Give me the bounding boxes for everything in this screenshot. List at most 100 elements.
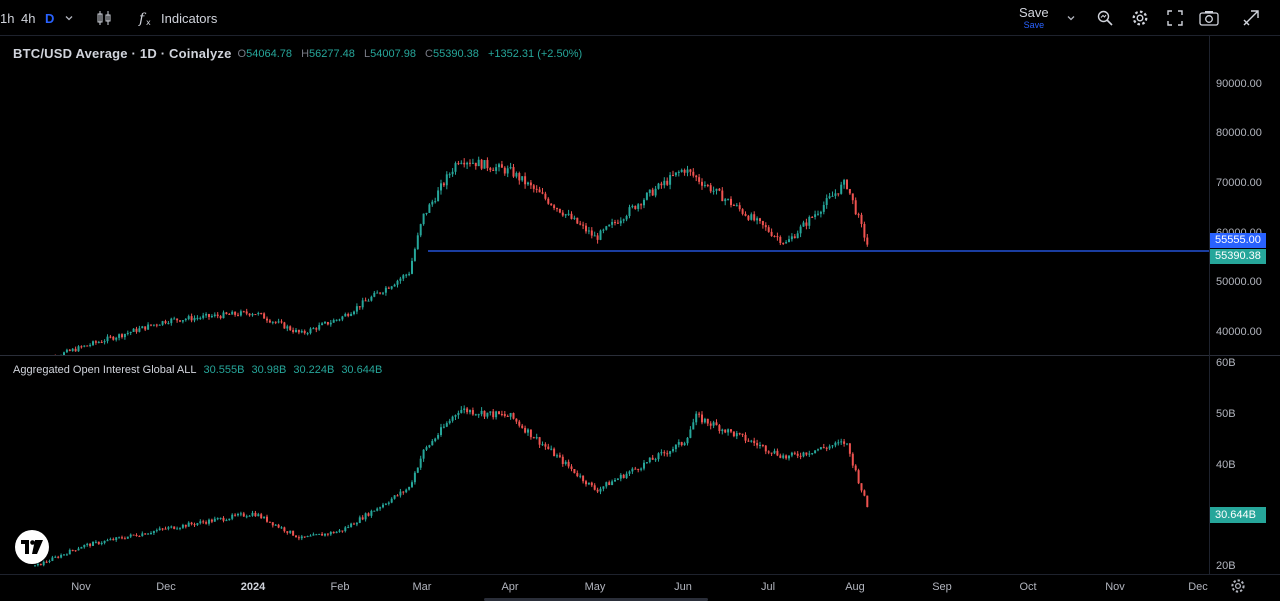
open-interest-candle (97, 541, 100, 544)
open-interest-candle (466, 408, 469, 413)
open-interest-candle (558, 455, 561, 457)
open-interest-candle (335, 531, 338, 534)
interval-dropdown-button[interactable] (63, 0, 75, 36)
open-interest-candle (866, 495, 869, 508)
save-button[interactable]: Save Save (1019, 0, 1049, 36)
open-interest-candle (190, 522, 193, 525)
time-axis-label: Nov (71, 581, 91, 593)
open-interest-candle (608, 482, 611, 486)
time-axis-label: Jun (674, 581, 692, 593)
price-candle (190, 316, 193, 321)
price-candle (292, 330, 295, 333)
publish-button[interactable] (1242, 0, 1260, 36)
price-chart[interactable] (0, 36, 1209, 355)
open-interest-candle (390, 498, 393, 503)
open-interest-candle (776, 450, 779, 456)
open-interest-candle (350, 523, 353, 527)
price-candle (266, 318, 268, 321)
open-interest-candle (260, 514, 263, 519)
open-interest-candle (515, 418, 518, 422)
price-candle (672, 175, 674, 177)
open-interest-candle (672, 449, 674, 452)
time-axis-label: Aug (845, 581, 865, 593)
oi-axis-label: 50B (1216, 408, 1236, 420)
interval-1h-button[interactable]: 1h (0, 10, 15, 26)
price-candle (851, 193, 854, 201)
oi-legend: Aggregated Open Interest Global ALL 30.5… (13, 364, 382, 376)
price-candle (173, 318, 176, 320)
open-interest-candle (840, 441, 843, 443)
open-interest-candle (445, 423, 448, 427)
time-axis[interactable]: Nov Dec 2024 Feb Mar Apr May Jun Jul Aug… (0, 574, 1280, 601)
open-interest-candle (628, 471, 631, 474)
price-candle (738, 205, 741, 210)
oi-title[interactable]: Aggregated Open Interest Global ALL (13, 364, 197, 376)
price-candle (141, 326, 144, 329)
price-candle (422, 213, 425, 225)
price-candle (660, 183, 663, 186)
hline-price-tag: 55555.00 (1210, 233, 1266, 248)
open-interest-candle (640, 468, 643, 470)
price-candle (863, 223, 866, 238)
chart-settings-button[interactable] (1230, 578, 1246, 599)
open-interest-candle (225, 520, 228, 522)
open-interest-candle (121, 537, 123, 539)
open-interest-pane[interactable]: Aggregated Open Interest Global ALL 30.5… (0, 356, 1280, 574)
time-axis-label: Nov (1105, 581, 1125, 593)
open-interest-candle (724, 429, 727, 433)
price-candle (425, 212, 428, 214)
open-interest-candle (324, 533, 326, 536)
open-interest-candle (422, 449, 425, 459)
price-candle (753, 214, 756, 221)
open-interest-candle (425, 447, 428, 450)
price-candle (199, 317, 202, 319)
open-interest-candle (147, 533, 150, 535)
fullscreen-button[interactable] (1167, 0, 1183, 36)
price-candle (263, 313, 266, 319)
price-candle (564, 214, 567, 216)
save-dropdown-button[interactable] (1065, 0, 1077, 36)
open-interest-candle (379, 507, 382, 509)
price-candle (216, 314, 219, 317)
interval-4h-button[interactable]: 4h (21, 10, 36, 26)
price-pane[interactable]: BTC/USD Average · 1D · Coinalyze O54064.… (0, 36, 1280, 355)
price-candle (350, 313, 353, 316)
quick-search-button[interactable] (1096, 0, 1114, 36)
open-interest-candle (77, 548, 80, 551)
price-candle (843, 179, 846, 185)
price-candle (161, 321, 164, 325)
open-interest-candle (637, 468, 640, 470)
open-interest-candle (857, 470, 860, 484)
open-interest-candle (341, 530, 344, 532)
price-candle (509, 167, 512, 169)
open-interest-candle (367, 513, 370, 516)
svg-text:f: f (138, 11, 147, 27)
open-interest-candle (709, 423, 712, 426)
symbol-title[interactable]: BTC/USD Average · 1D · Coinalyze (13, 46, 232, 61)
settings-button[interactable] (1131, 0, 1149, 36)
tradingview-logo[interactable] (15, 530, 49, 564)
price-candle (92, 341, 94, 345)
open-interest-candle (208, 519, 210, 524)
price-candle (373, 292, 376, 297)
open-interest-candle (474, 414, 477, 416)
open-interest-chart[interactable] (0, 356, 1209, 574)
price-candle (677, 171, 680, 173)
open-interest-candle (286, 531, 289, 533)
open-interest-candle (721, 429, 724, 432)
interval-d-button[interactable]: D (45, 10, 55, 26)
price-candle (367, 300, 370, 302)
open-interest-candle (187, 522, 190, 527)
open-interest-candle (184, 524, 187, 527)
pane-divider[interactable] (0, 355, 1280, 356)
snapshot-button[interactable] (1199, 0, 1219, 36)
save-sublabel: Save (1023, 20, 1045, 30)
price-candle (164, 321, 167, 324)
bar-style-button[interactable] (96, 0, 112, 36)
oi-axis-label: 40B (1216, 459, 1236, 471)
time-scroll-handle[interactable] (484, 598, 708, 601)
price-candle (344, 313, 347, 317)
oi-last-value-tag: 30.644B (1210, 507, 1266, 523)
open-interest-candle (94, 541, 97, 543)
